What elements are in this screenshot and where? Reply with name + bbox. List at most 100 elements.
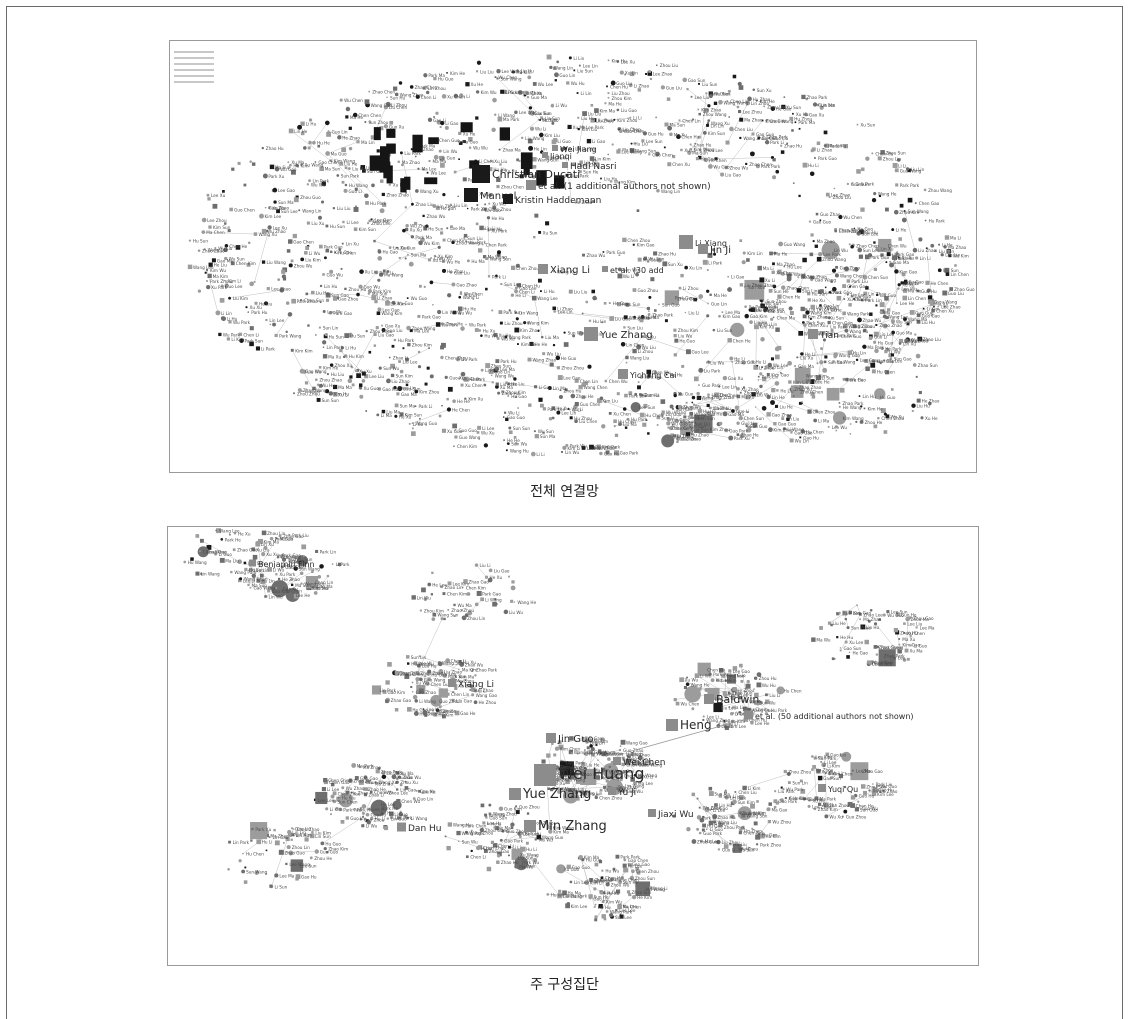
node-label: Chen Zhao	[338, 791, 361, 796]
network-node	[591, 753, 595, 757]
network-node	[568, 788, 572, 792]
node-label: Gao Wang	[305, 369, 327, 374]
hub-node	[386, 143, 396, 154]
network-node	[377, 256, 383, 261]
node-label: Xu Sun	[860, 123, 875, 128]
node-label: Zhao Guo	[732, 691, 753, 696]
network-node	[440, 355, 444, 360]
node-label: Sun He	[623, 880, 638, 885]
node-label: Ma Wang	[488, 255, 508, 260]
network-node	[418, 417, 421, 420]
network-node	[849, 285, 852, 288]
network-node	[943, 245, 947, 249]
network-node	[538, 230, 542, 234]
network-edge	[876, 303, 933, 326]
network-node	[740, 680, 744, 683]
node-label: Wu Chen	[681, 702, 700, 707]
node-label: Lin Wang	[519, 311, 539, 316]
node-label: Ma Chen	[206, 230, 225, 235]
network-node	[708, 786, 713, 791]
network-node	[810, 149, 814, 153]
network-node	[300, 390, 303, 393]
node-label: Liu Park	[500, 382, 517, 387]
network-node	[845, 377, 849, 382]
network-node	[389, 811, 394, 817]
network-node	[413, 661, 418, 665]
network-node	[871, 359, 876, 363]
network-node	[911, 409, 914, 412]
node-label: Wu Park	[233, 320, 251, 325]
node-label: Lee Gao	[711, 806, 729, 811]
network-node	[736, 433, 740, 437]
network-node	[446, 71, 448, 74]
node-label: Chen Guo	[626, 762, 647, 767]
network-node	[857, 317, 862, 323]
node-label: Ma Ma	[338, 385, 352, 390]
node-label: Gao Park	[620, 451, 639, 456]
node-label: He Wu	[801, 275, 815, 280]
node-label: Li Zhou	[683, 286, 699, 291]
network-edge	[760, 363, 790, 387]
network-node	[772, 175, 777, 180]
node-label: Lee Hu	[372, 807, 387, 812]
network-node	[789, 311, 794, 315]
network-node	[377, 278, 381, 282]
network-node	[411, 427, 414, 430]
node-label: Chen Li	[421, 95, 437, 100]
network-node	[336, 174, 340, 177]
network-node	[249, 281, 254, 287]
network-edge	[437, 710, 458, 714]
network-node	[496, 860, 500, 864]
network-node	[698, 367, 704, 373]
network-node	[594, 158, 597, 161]
node-label: Guo Wu	[326, 272, 343, 277]
network-node	[358, 383, 363, 387]
node-label: Li Lin	[581, 91, 592, 96]
node-label: Lee Ma	[450, 226, 465, 231]
network-node	[504, 335, 508, 339]
network-node	[558, 744, 564, 750]
network-node	[451, 282, 456, 287]
network-node	[702, 259, 708, 265]
network-edge	[546, 783, 551, 828]
node-label: Liu Lee	[721, 705, 736, 710]
network-node	[295, 163, 299, 168]
network-node	[365, 812, 370, 817]
network-node	[442, 238, 446, 242]
network-edge	[755, 326, 757, 368]
network-node	[903, 280, 908, 285]
network-node	[453, 93, 459, 99]
hub-label: Tian	[819, 331, 839, 341]
network-edge	[619, 303, 649, 309]
network-node	[832, 360, 835, 363]
network-node	[469, 684, 474, 689]
network-node	[698, 135, 701, 139]
node-label: Lin Wu	[269, 594, 283, 599]
network-node	[264, 595, 267, 598]
node-label: Ma Zhou	[456, 678, 475, 683]
network-node	[313, 591, 318, 595]
node-label: He Chen	[709, 158, 727, 163]
network-node	[918, 390, 922, 395]
network-node	[313, 798, 317, 802]
network-node	[639, 374, 644, 379]
network-node	[262, 173, 268, 179]
network-node	[361, 824, 365, 828]
node-label: Zhao He	[741, 433, 759, 438]
node-label: He Park	[885, 346, 902, 351]
network-node	[391, 774, 397, 780]
network-node	[300, 163, 303, 166]
network-node	[858, 254, 864, 259]
node-label: Zhao Guo	[206, 550, 227, 555]
node-label: Sun Lin	[323, 326, 339, 331]
network-node	[880, 408, 886, 414]
node-label: Xu He	[812, 799, 825, 804]
node-label: Liu Li	[738, 846, 749, 851]
node-label: Lin Guo	[672, 417, 688, 422]
node-label: Park Lin	[865, 298, 882, 303]
network-node	[328, 310, 333, 315]
node-label: Xu Ma	[293, 560, 306, 565]
network-node	[406, 816, 409, 819]
network-node	[361, 804, 367, 809]
network-node	[540, 116, 544, 120]
